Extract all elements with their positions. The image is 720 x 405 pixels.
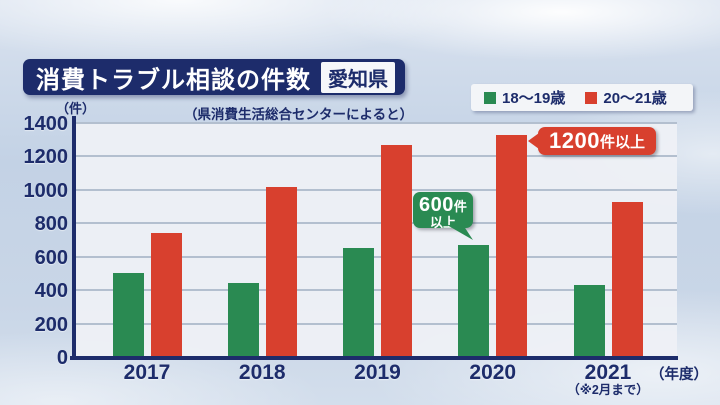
annotation-1200-plus: 1200 件以上 — [528, 127, 656, 155]
bar-2017-series1 — [150, 233, 182, 357]
title-bar: 消費トラブル相談の件数 愛知県 — [23, 59, 405, 95]
legend-label: 20〜21歳 — [603, 90, 667, 107]
y-tick-label-800: 800 — [34, 213, 68, 236]
bar-2018-series1 — [265, 186, 297, 357]
y-tick-label-400: 400 — [34, 280, 68, 303]
y-tick-label-1000: 1000 — [23, 179, 69, 202]
annotation-value: 600 — [419, 194, 454, 216]
page-title: 消費トラブル相談の件数 — [36, 66, 311, 94]
region-badge: 愛知県 — [321, 61, 395, 93]
bar-2020-series1 — [496, 134, 528, 357]
gridline-400 — [76, 289, 677, 292]
x-axis-footnote: （※2月まで） — [567, 383, 649, 397]
x-axis-label-2018: 2018 — [238, 361, 286, 384]
y-axis-line — [72, 116, 76, 360]
gridline-1400 — [76, 122, 677, 124]
legend-swatch-icon — [484, 91, 496, 104]
callout-tail-icon — [528, 133, 539, 149]
x-axis-label-2019: 2019 — [354, 361, 401, 384]
legend-item-series1: 20〜21歳 — [585, 87, 667, 108]
bar-2021-series0 — [573, 285, 605, 357]
gridline-600 — [76, 255, 677, 258]
source-note: （県消費生活総合センターによると） — [184, 107, 414, 122]
bar-2018-series0 — [227, 283, 259, 357]
bar-2019-series0 — [343, 248, 374, 357]
gridline-200 — [76, 322, 677, 325]
legend-item-series0: 18〜19歳 — [484, 87, 565, 108]
annotation-value: 1200 — [549, 128, 600, 153]
bar-2021-series1 — [611, 201, 643, 357]
gridline-800 — [76, 222, 677, 225]
y-tick-label-600: 600 — [34, 246, 68, 269]
annotation-unit: 件 — [453, 199, 467, 214]
annotation-unit: 件以上 — [599, 133, 645, 151]
x-axis-label-2017: 2017 — [123, 361, 171, 384]
legend-label: 18〜19歳 — [502, 90, 566, 107]
x-axis-label-2021: 2021 — [584, 361, 632, 384]
y-tick-label-0: 0 — [56, 347, 68, 369]
y-tick-label-1200: 1200 — [23, 146, 69, 169]
annotation-600-plus: 600件 以上 — [413, 192, 473, 240]
bar-2019-series1 — [381, 144, 412, 357]
bar-2017-series0 — [112, 273, 144, 357]
x-axis-unit-label: （年度） — [650, 367, 708, 383]
gridline-1200 — [76, 155, 677, 158]
y-tick-label-1400: 1400 — [23, 113, 69, 135]
bar-2020-series0 — [458, 245, 490, 357]
plot-area — [76, 122, 677, 357]
x-axis-line — [70, 356, 678, 360]
y-axis-unit-label: （件） — [55, 101, 95, 116]
x-axis-label-2020: 2020 — [469, 361, 517, 384]
gridline-1000 — [76, 188, 677, 191]
y-tick-label-200: 200 — [34, 313, 68, 336]
annotation-line1: 600件 — [413, 195, 473, 215]
legend-swatch-icon — [585, 91, 598, 104]
legend: 18〜19歳 20〜21歳 — [471, 84, 693, 111]
